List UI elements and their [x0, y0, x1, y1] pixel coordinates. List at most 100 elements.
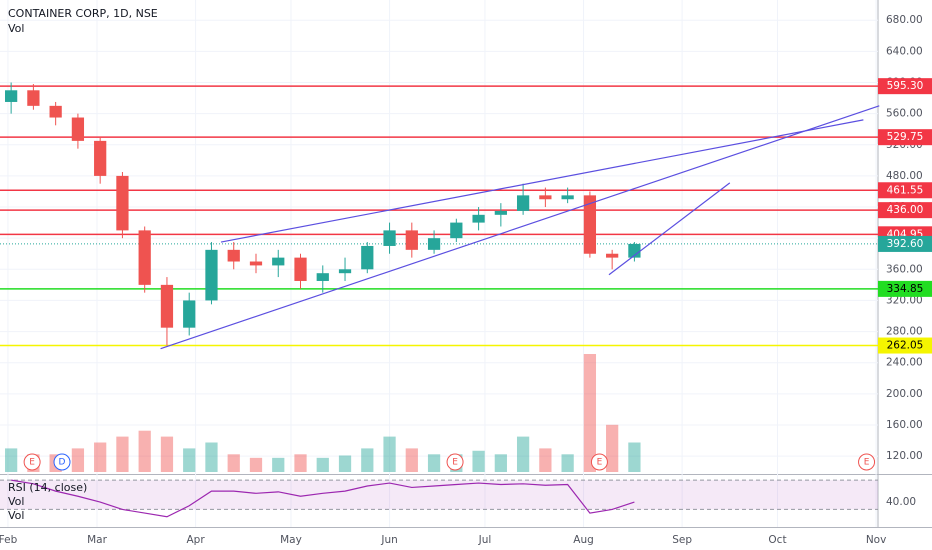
- event-label: E: [452, 458, 458, 468]
- candle-body: [316, 273, 329, 281]
- price-label: 529.75: [887, 131, 924, 143]
- event-label: D: [59, 458, 66, 468]
- volume-bar: [316, 457, 329, 472]
- y-tick-label: 320.00: [886, 294, 923, 306]
- volume-bar: [561, 454, 574, 472]
- candle-body: [561, 195, 574, 200]
- grid: [0, 0, 878, 527]
- x-tick-label: Nov: [866, 534, 887, 546]
- y-tick-label: 640.00: [886, 45, 923, 57]
- candle-body: [71, 117, 85, 141]
- volume-bar: [427, 454, 441, 472]
- candle-body: [183, 300, 196, 328]
- candle-body: [205, 249, 218, 301]
- candle-body: [427, 238, 441, 250]
- price-label: 436.00: [887, 204, 924, 216]
- y-tick-label: 360.00: [886, 263, 923, 275]
- candle-body: [405, 230, 418, 250]
- price-label: 262.05: [887, 340, 924, 352]
- candle-body: [160, 284, 174, 328]
- candle-body: [383, 230, 396, 246]
- axes: Feb Mar Apr May Jun Jul Aug Sep Oct Nov 120.00 160.…: [0, 14, 932, 546]
- x-tick-label: Jul: [478, 534, 492, 546]
- rsi-line: [11, 479, 635, 518]
- volume-bar: [227, 454, 240, 472]
- volume-bar: [71, 448, 85, 472]
- volume-bar: [383, 436, 396, 472]
- trend-line: [160, 105, 880, 350]
- candle-body: [138, 230, 151, 285]
- volume-bar: [583, 354, 597, 472]
- volume-bar: [472, 450, 485, 472]
- candle-body: [116, 175, 129, 231]
- chart-title: CONTAINER CORP, 1D, NSE: [8, 7, 158, 20]
- volume-bar: [294, 454, 307, 472]
- y-tick-label: 280.00: [886, 326, 923, 338]
- rsi-vol-label: Vol: [8, 495, 24, 508]
- candle-body: [606, 253, 619, 258]
- rsi-label: RSI (14, close): [8, 481, 87, 494]
- price-label-box: [878, 78, 932, 95]
- volume-bar: [160, 436, 174, 472]
- candle-body: [338, 269, 352, 274]
- volume-bar: [494, 454, 507, 472]
- volume-bar: [205, 442, 218, 472]
- volume-bar: [183, 448, 196, 472]
- volume-bar: [138, 430, 151, 472]
- candle-body: [494, 210, 507, 215]
- price-label: 595.30: [887, 80, 924, 92]
- volume-bar: [606, 424, 619, 472]
- x-tick-label: Jun: [380, 534, 397, 546]
- x-tick-label: Mar: [87, 534, 107, 546]
- candle-body: [472, 214, 485, 223]
- candle-body: [94, 140, 107, 176]
- volume-bar: [628, 442, 641, 472]
- volume-label: Vol: [8, 22, 24, 35]
- price-label: 392.60: [887, 238, 924, 250]
- trend-line: [608, 182, 731, 276]
- rsi-band: [0, 480, 878, 510]
- price-label-box: [878, 182, 932, 199]
- candle-body: [5, 90, 18, 102]
- volume-bar: [361, 448, 374, 472]
- x-tick-label: Sep: [672, 534, 692, 546]
- y-tick-label: 560.00: [886, 108, 923, 120]
- candle-body: [516, 195, 530, 211]
- price-label-box: [878, 235, 932, 252]
- x-tick-label: Oct: [768, 534, 786, 546]
- rsi-tick-label: 40.00: [886, 496, 916, 508]
- y-tick-label: 680.00: [886, 14, 923, 26]
- x-tick-label: Aug: [573, 534, 594, 546]
- price-label: 334.85: [887, 283, 924, 295]
- event-marker: [53, 453, 71, 471]
- candle-body: [249, 261, 263, 266]
- volume-bar: [116, 436, 129, 472]
- volume-bar: [338, 455, 352, 472]
- x-tick-label: May: [280, 534, 302, 546]
- event-label: E: [29, 458, 35, 468]
- event-marker: [590, 453, 608, 471]
- price-label-box: [878, 280, 932, 297]
- volume-bar: [539, 448, 552, 472]
- event-marker: [23, 453, 41, 471]
- trend-line: [220, 119, 864, 243]
- event-label: E: [864, 458, 870, 468]
- candle-body: [227, 249, 240, 262]
- volume-bar: [405, 448, 418, 472]
- volume-bar: [94, 442, 107, 472]
- volume-bar: [516, 436, 530, 472]
- candle-body: [361, 245, 374, 270]
- volume-bar: [5, 448, 18, 472]
- price-label-box: [878, 129, 932, 146]
- candle-body: [628, 243, 641, 258]
- price-label-box: [878, 337, 932, 354]
- event-marker: [858, 453, 876, 471]
- event-marker: [446, 453, 464, 471]
- y-tick-label: 240.00: [886, 357, 923, 369]
- candle-body: [450, 222, 463, 239]
- y-tick-label: 120.00: [886, 450, 923, 462]
- event-label: E: [597, 458, 603, 468]
- rsi-vol-label: Vol: [8, 509, 24, 522]
